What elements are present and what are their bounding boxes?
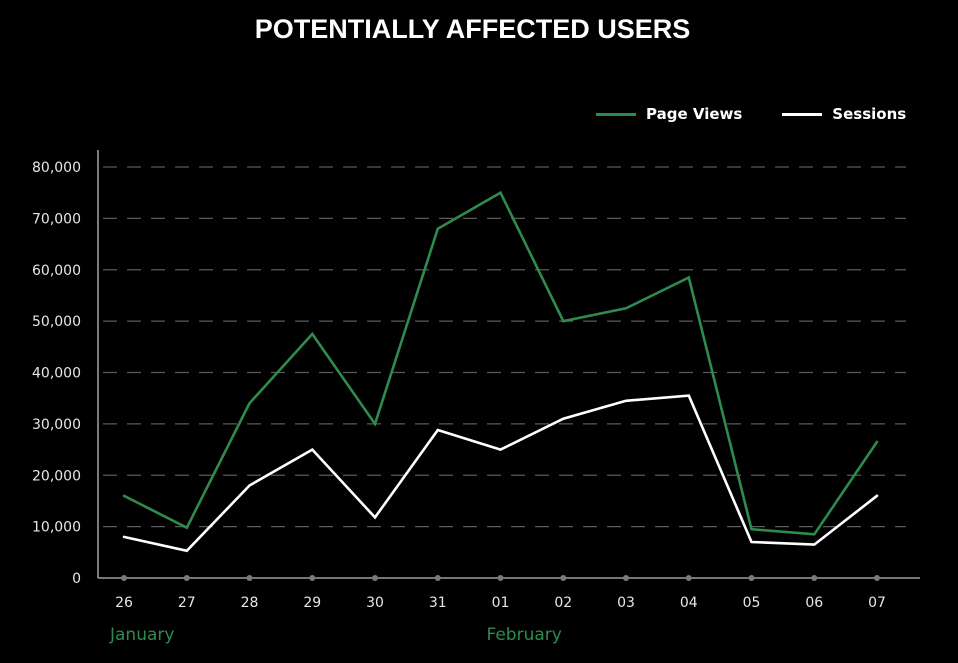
x-tick-label: 27: [178, 595, 196, 611]
y-tick-label: 80,000: [32, 160, 81, 176]
series-line-sessions: [122, 394, 879, 553]
x-tick-label: 01: [492, 595, 510, 611]
y-tick-label: 10,000: [32, 520, 81, 536]
y-tick-label: 30,000: [32, 417, 81, 433]
x-tick-dot: [183, 575, 190, 581]
y-tick-labels: 0 10,000 20,000 30,000 40,000 50,000 60,000 70,…: [32, 160, 81, 587]
chart-title: POTENTIALLY AFFECTED USERS: [254, 14, 691, 44]
x-tick-dot: [309, 575, 316, 581]
x-tick-dot: [811, 575, 818, 581]
series-lines: [122, 190, 879, 553]
y-tick-label: 70,000: [32, 211, 81, 227]
axes: [97, 150, 920, 581]
x-tick-dot: [685, 575, 692, 581]
x-tick-dot: [372, 575, 378, 581]
legend-swatch-page-views: [596, 112, 636, 116]
x-tick-label: 26: [115, 595, 133, 611]
legend-label-page-views: Page Views: [646, 105, 743, 123]
x-tick-dot: [246, 575, 253, 581]
x-tick-dot: [560, 575, 567, 581]
y-tick-label: 20,000: [32, 468, 81, 484]
x-tick-dot: [121, 575, 127, 581]
month-label: January: [109, 625, 174, 645]
x-tick-label: 03: [617, 595, 635, 611]
grid-lines: [103, 166, 906, 528]
x-tick-dot: [623, 575, 629, 581]
x-tick-label: 07: [868, 595, 886, 611]
x-tick-dot: [874, 575, 880, 581]
y-tick-label: 60,000: [32, 263, 81, 279]
x-tick-dot: [497, 575, 504, 581]
x-tick-labels: 26 27 28 29 30 31 01 02 03 04 05 06 07: [115, 595, 886, 611]
y-tick-label: 50,000: [32, 314, 81, 330]
x-tick-label: 31: [429, 595, 447, 611]
series-line-page-views: [122, 190, 879, 536]
x-tick-label: 30: [366, 595, 384, 611]
y-tick-label: 40,000: [32, 366, 81, 382]
x-tick-label: 04: [680, 595, 698, 611]
legend-swatch-sessions: [782, 112, 823, 116]
month-labels: January February: [109, 625, 562, 645]
legend: Page Views Sessions: [596, 102, 906, 126]
x-tick-dot: [748, 575, 755, 581]
y-tick-label: 0: [72, 571, 81, 587]
x-tick-dot: [434, 575, 441, 581]
legend-item-page-views[interactable]: Page Views: [596, 105, 742, 123]
x-tick-label: 02: [554, 595, 572, 611]
month-label: February: [487, 625, 562, 645]
x-tick-label: 28: [241, 595, 259, 611]
x-tick-label: 05: [743, 595, 761, 611]
x-tick-label: 06: [805, 595, 823, 611]
x-tick-label: 29: [303, 595, 321, 611]
legend-label-sessions: Sessions: [832, 105, 907, 123]
legend-item-sessions[interactable]: Sessions: [782, 105, 906, 123]
